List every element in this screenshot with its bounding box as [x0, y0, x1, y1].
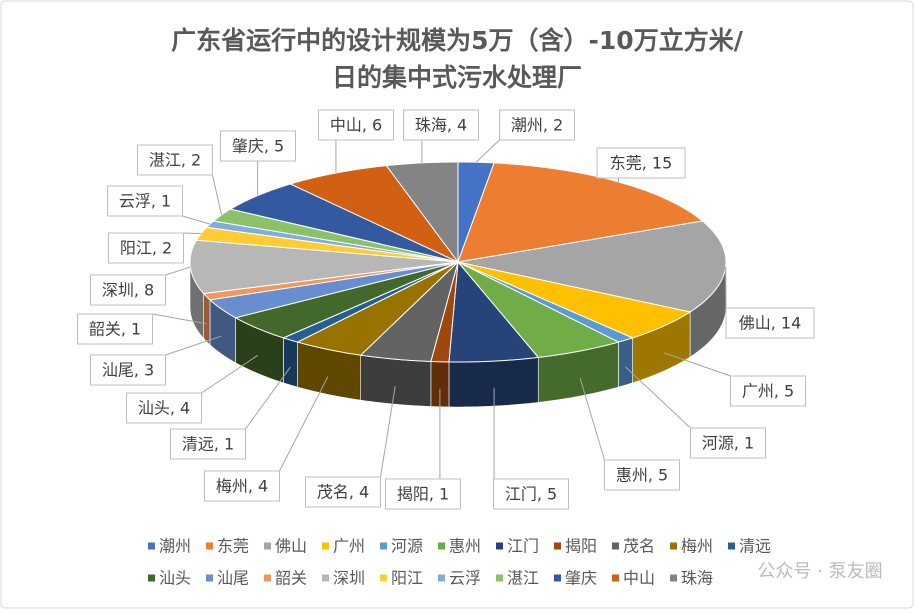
legend-swatch [380, 575, 387, 582]
data-label: 汕头, 4 [138, 399, 190, 418]
data-label: 广州, 5 [742, 382, 794, 401]
legend-swatch [264, 543, 271, 550]
legend-swatch [264, 575, 271, 582]
legend-label: 广州 [333, 537, 365, 556]
legend-swatch [206, 543, 213, 550]
legend-swatch [148, 543, 155, 550]
legend-label: 湛江 [507, 569, 539, 588]
legend-label: 潮州 [159, 537, 191, 556]
slice-side [204, 294, 210, 345]
legend-label: 东莞 [217, 537, 249, 556]
legend-swatch [670, 575, 677, 582]
legend-swatch [612, 575, 619, 582]
legend-swatch [554, 575, 561, 582]
legend-swatch [670, 543, 677, 550]
legend-label: 汕头 [159, 569, 191, 588]
data-label: 阳江, 2 [120, 239, 172, 258]
legend-label: 深圳 [333, 569, 365, 588]
legend-swatch [322, 543, 329, 550]
chart-title: 日的集中式污水处理厂 [332, 63, 582, 92]
legend-label: 清远 [739, 537, 771, 556]
data-label: 惠州, 5 [616, 466, 668, 485]
data-label: 佛山, 14 [739, 314, 802, 333]
legend-label: 揭阳 [565, 537, 597, 556]
legend-label: 茂名 [623, 537, 655, 556]
legend-label: 惠州 [449, 537, 481, 556]
data-label: 潮州, 2 [511, 116, 563, 135]
legend-swatch [612, 543, 619, 550]
data-label: 珠海, 4 [415, 116, 467, 135]
data-label: 肇庆, 5 [232, 137, 284, 156]
leader-line [184, 233, 201, 234]
legend-swatch [438, 575, 445, 582]
data-label: 韶关, 1 [89, 320, 141, 339]
slice-side [361, 355, 431, 406]
data-label: 梅州, 4 [216, 477, 268, 496]
legend-label: 梅州 [681, 537, 713, 556]
data-label: 清远, 1 [182, 435, 234, 454]
legend-swatch [322, 575, 329, 582]
data-label: 中山, 6 [330, 116, 382, 135]
legend-label: 河源 [391, 537, 423, 556]
legend-label: 韶关 [275, 569, 307, 588]
legend-swatch [496, 575, 503, 582]
legend-swatch [148, 575, 155, 582]
legend-label: 江门 [507, 537, 539, 556]
data-label: 河源, 1 [702, 434, 754, 453]
legend-label: 中山 [623, 569, 655, 588]
data-label: 湛江, 2 [149, 151, 201, 170]
data-label: 揭阳, 1 [397, 485, 449, 504]
legend-swatch [206, 575, 213, 582]
legend-swatch [380, 543, 387, 550]
slice-side [618, 338, 632, 387]
data-label: 江门, 5 [505, 485, 557, 504]
legend-swatch [728, 543, 735, 550]
data-label: 深圳, 8 [102, 281, 154, 300]
watermark: 公众号 · 泵友圈 [757, 561, 882, 582]
legend-swatch [554, 543, 561, 550]
legend-swatch [438, 543, 445, 550]
data-label: 茂名, 4 [317, 483, 369, 502]
data-label: 云浮, 1 [119, 192, 171, 211]
chart-title: 广东省运行中的设计规模为5万（含）-10万立方米/ [171, 26, 744, 55]
slice-side [283, 338, 297, 387]
legend-label: 云浮 [449, 569, 481, 588]
legend-label: 肇庆 [565, 569, 597, 588]
legend-swatch [496, 543, 503, 550]
legend-label: 阳江 [391, 569, 423, 588]
legend-label: 珠海 [681, 569, 713, 588]
slice-side [449, 357, 538, 407]
data-label: 汕尾, 3 [102, 361, 154, 380]
legend-label: 佛山 [275, 537, 307, 556]
data-label: 东莞, 15 [610, 154, 673, 173]
legend-label: 汕尾 [217, 569, 249, 588]
